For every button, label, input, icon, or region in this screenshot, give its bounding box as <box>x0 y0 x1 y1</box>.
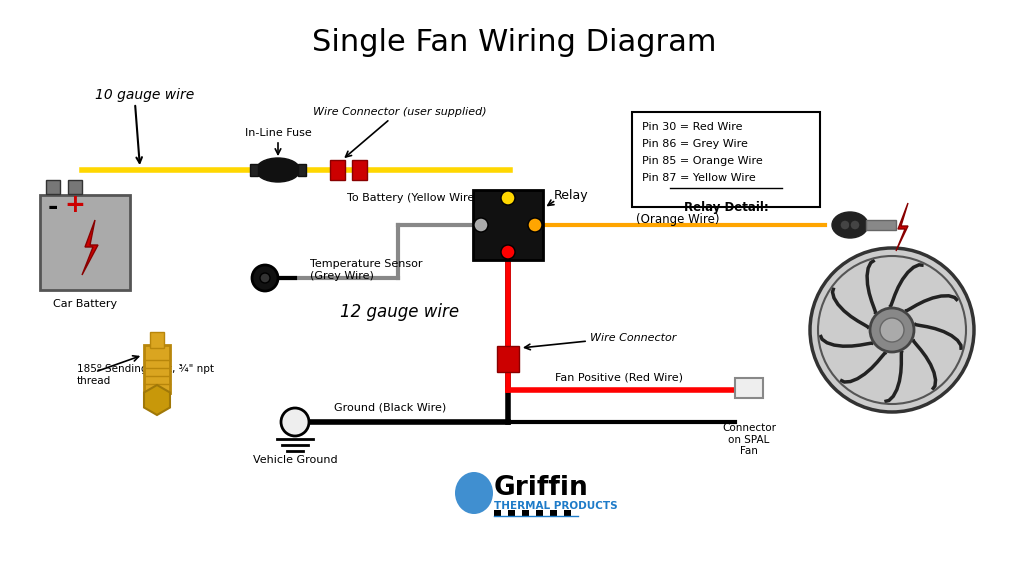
Circle shape <box>501 245 515 259</box>
Text: In-Line Fuse: In-Line Fuse <box>245 128 311 138</box>
Bar <box>564 510 571 516</box>
Circle shape <box>528 218 542 232</box>
Text: Connector
on SPAL
Fan: Connector on SPAL Fan <box>722 423 776 456</box>
Bar <box>352 160 367 180</box>
Text: Ignition “ON” Power Source: Ignition “ON” Power Source <box>636 195 798 209</box>
Bar <box>735 378 763 398</box>
Circle shape <box>252 265 278 291</box>
Polygon shape <box>896 203 908 251</box>
Bar <box>529 510 536 516</box>
Text: Pin 87 = Yellow Wire: Pin 87 = Yellow Wire <box>642 173 756 183</box>
Bar <box>501 510 508 516</box>
Circle shape <box>810 248 974 412</box>
Ellipse shape <box>256 158 300 182</box>
Text: Single Fan Wiring Diagram: Single Fan Wiring Diagram <box>311 28 717 57</box>
Bar <box>250 164 258 176</box>
Bar <box>46 180 60 194</box>
Polygon shape <box>82 220 98 275</box>
Text: To Battery (Yellow Wire): To Battery (Yellow Wire) <box>347 193 479 203</box>
Text: -: - <box>48 195 59 219</box>
Text: THERMAL PRODUCTS: THERMAL PRODUCTS <box>494 501 618 511</box>
Bar <box>494 510 501 516</box>
Circle shape <box>474 218 488 232</box>
Text: Relay Detail:: Relay Detail: <box>684 201 768 214</box>
Bar <box>508 510 515 516</box>
Bar <box>473 190 543 260</box>
Circle shape <box>880 318 904 342</box>
Bar <box>497 346 519 372</box>
Ellipse shape <box>455 472 493 514</box>
Text: ™: ™ <box>547 481 558 491</box>
Ellipse shape <box>832 212 868 238</box>
Bar <box>40 195 130 290</box>
Text: Fan Positive (Red Wire): Fan Positive (Red Wire) <box>555 373 683 383</box>
Circle shape <box>870 308 914 352</box>
Bar <box>144 345 170 393</box>
Circle shape <box>850 220 860 230</box>
Text: Pin 30 = Red Wire: Pin 30 = Red Wire <box>642 122 742 132</box>
Text: Pin 86 = Grey Wire: Pin 86 = Grey Wire <box>642 139 748 149</box>
Text: Vehicle Ground: Vehicle Ground <box>253 455 337 465</box>
Text: 10 gauge wire: 10 gauge wire <box>95 88 194 102</box>
Bar <box>632 112 820 207</box>
Text: 12 gauge wire: 12 gauge wire <box>340 303 460 321</box>
Text: Ground (Black Wire): Ground (Black Wire) <box>334 403 446 413</box>
Bar <box>550 510 557 516</box>
Bar <box>557 510 564 516</box>
Text: Relay: Relay <box>554 188 589 202</box>
Circle shape <box>260 273 270 283</box>
Bar <box>522 510 529 516</box>
Bar <box>68 180 82 194</box>
Text: Temperature Sensor
(Grey Wire): Temperature Sensor (Grey Wire) <box>310 259 423 281</box>
Circle shape <box>281 408 309 436</box>
Text: Wire Connector: Wire Connector <box>590 333 676 343</box>
Bar <box>515 510 522 516</box>
Bar <box>330 160 345 180</box>
Text: Pin 85 = Orange Wire: Pin 85 = Orange Wire <box>642 156 763 166</box>
Circle shape <box>840 220 850 230</box>
Bar <box>536 510 543 516</box>
Bar <box>150 332 164 348</box>
Circle shape <box>501 191 515 205</box>
Bar <box>866 220 896 230</box>
Text: Car Battery: Car Battery <box>52 299 117 309</box>
Text: Wire Connector (user supplied): Wire Connector (user supplied) <box>314 107 487 117</box>
Text: (Orange Wire): (Orange Wire) <box>636 213 720 227</box>
Text: +: + <box>65 193 85 217</box>
Bar <box>298 164 306 176</box>
Text: 185º Sending Unit, ¾" npt
thread: 185º Sending Unit, ¾" npt thread <box>77 364 214 386</box>
Bar <box>571 510 578 516</box>
Bar <box>543 510 550 516</box>
Text: Griffin: Griffin <box>494 475 589 501</box>
